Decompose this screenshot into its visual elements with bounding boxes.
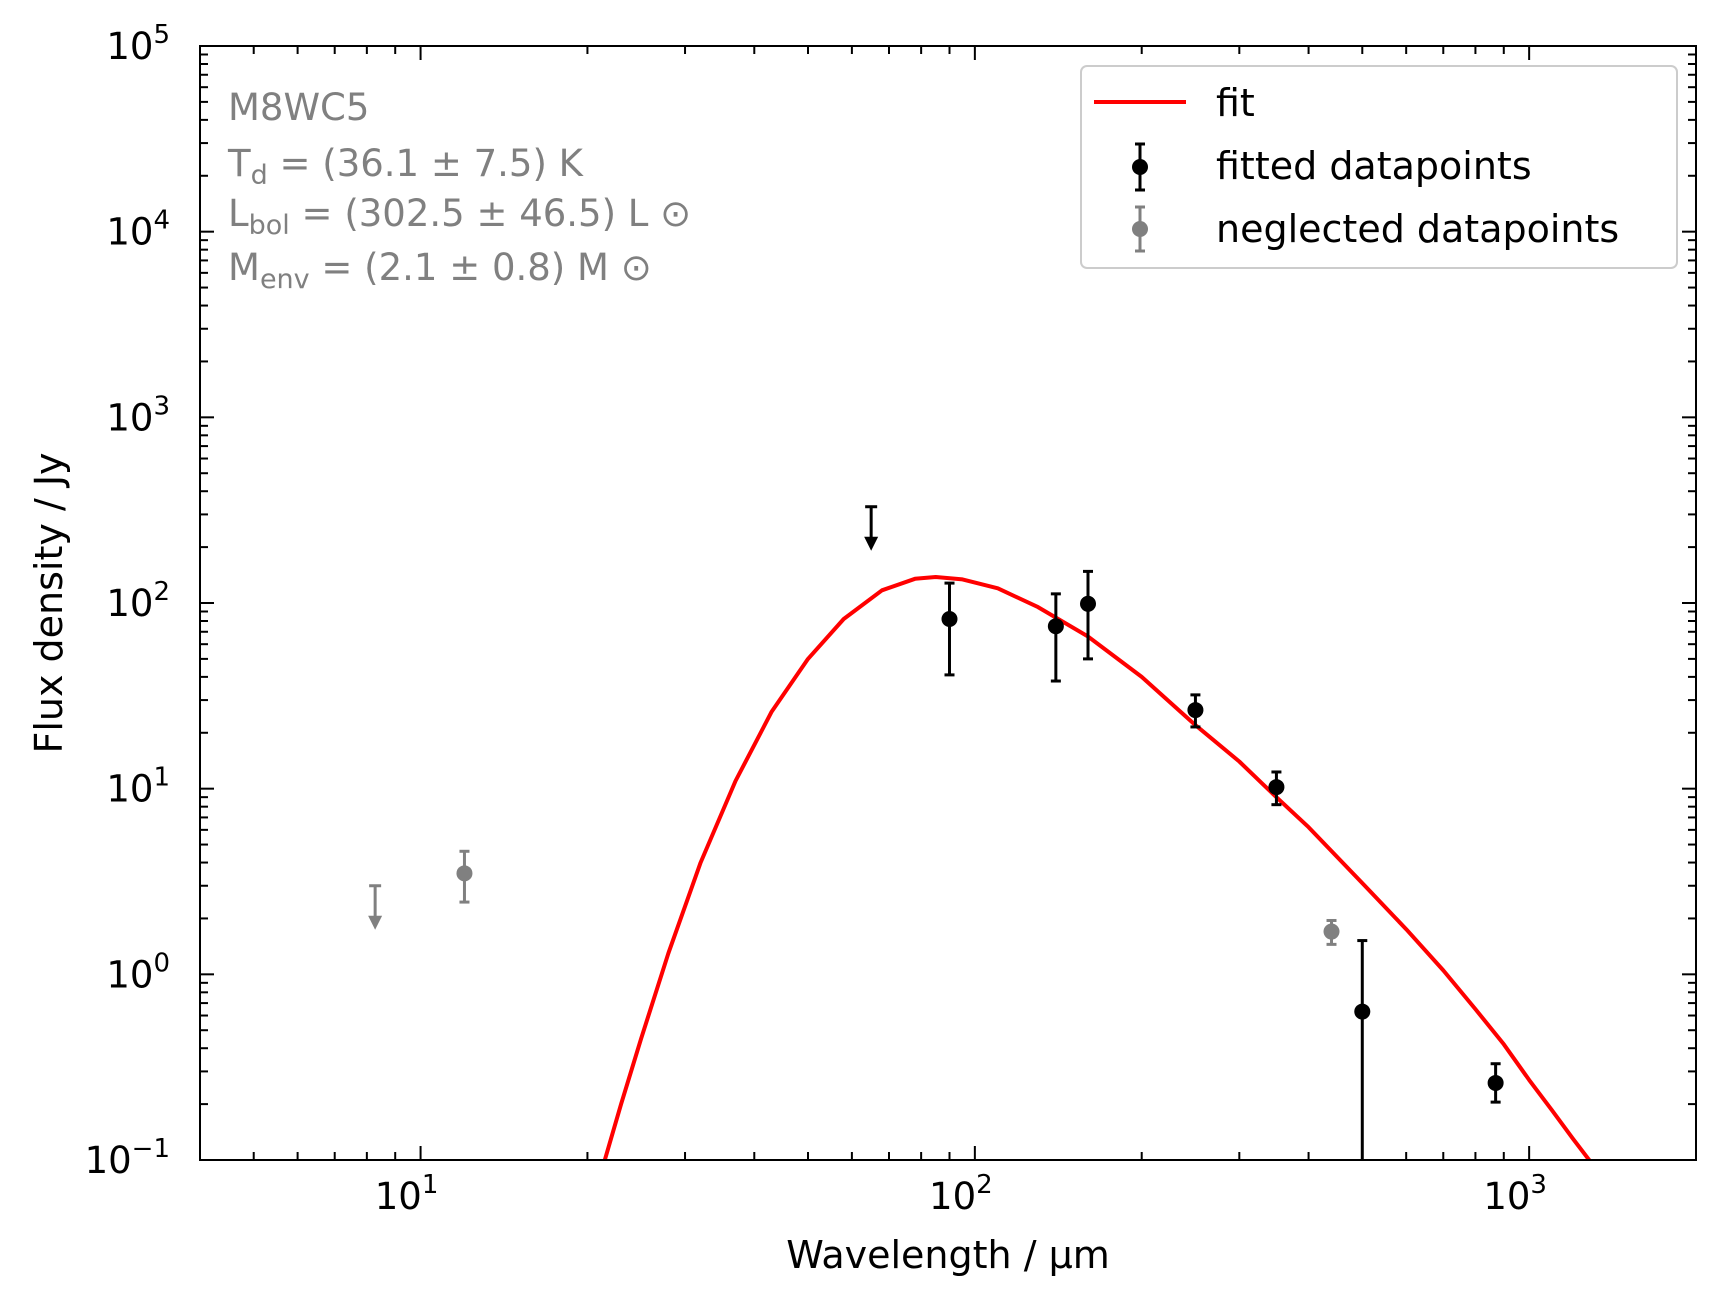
source-name: M8WC5: [228, 86, 369, 129]
legend-neglected-label: neglected datapoints: [1216, 207, 1619, 251]
fit-parameters-annotation: M8WC5 Td = (36.1 ± 7.5) K Lbol = (302.5 …: [227, 86, 691, 295]
x-axis: 101 102 103: [199, 46, 1697, 1218]
bolometric-luminosity: Lbol = (302.5 ± 46.5) L ⊙: [228, 192, 691, 241]
upper-limit-arrow: [368, 915, 383, 930]
datapoint: [456, 849, 473, 904]
y-tick-label: 103: [106, 391, 170, 439]
data-marker: [1323, 923, 1340, 940]
plot-marks: [368, 505, 1592, 1160]
y-tick-label: 102: [106, 577, 170, 625]
datapoint: [1187, 693, 1204, 729]
legend-neglected-swatch: [1132, 205, 1148, 253]
x-tick-label: 102: [929, 1170, 993, 1218]
x-axis-title: Wavelength / μm: [786, 1233, 1110, 1277]
y-tick-label: 100: [106, 948, 170, 996]
upper-limit: [864, 505, 879, 551]
y-axis-title: Flux density / Jy: [27, 452, 71, 753]
upper-limit-arrow: [864, 536, 879, 551]
datapoint: [1268, 770, 1285, 807]
datapoint: [1487, 1062, 1504, 1104]
data-marker: [1047, 618, 1064, 635]
datapoint: [1047, 592, 1064, 683]
y-tick-label: 105: [106, 20, 170, 68]
data-marker: [1268, 779, 1285, 796]
y-tick-label: 104: [106, 206, 170, 254]
datapoint: [941, 581, 958, 677]
data-marker: [1354, 1003, 1371, 1020]
x-tick-label: 101: [375, 1170, 439, 1218]
datapoint: [1323, 918, 1340, 946]
legend-box: [1080, 65, 1678, 269]
data-marker: [941, 611, 958, 628]
legend-fit-label: fit: [1216, 81, 1255, 125]
datapoint: [1079, 569, 1096, 661]
legend: fit fitted datapoints neglected datapoin…: [1080, 65, 1678, 269]
plot-frame: [199, 45, 1697, 1161]
fit-curve: [602, 575, 1592, 1160]
legend-fitted-swatch: [1132, 142, 1148, 192]
upper-limit: [368, 884, 383, 930]
y-tick-label: 10−1: [85, 1134, 170, 1182]
data-marker: [1187, 702, 1204, 719]
y-tick-label: 101: [106, 763, 170, 811]
dust-temperature: Td = (36.1 ± 7.5) K: [227, 142, 585, 191]
datapoint: [1354, 939, 1371, 1160]
envelope-mass: Menv = (2.1 ± 0.8) M ⊙: [228, 246, 652, 295]
data-marker: [1079, 595, 1096, 612]
data-marker: [456, 865, 473, 882]
x-tick-label: 103: [1483, 1170, 1547, 1218]
legend-fitted-label: fitted datapoints: [1216, 144, 1532, 188]
y-axis: 10−1 100 101 102 103 104 105: [85, 20, 1696, 1182]
data-marker: [1487, 1074, 1504, 1091]
